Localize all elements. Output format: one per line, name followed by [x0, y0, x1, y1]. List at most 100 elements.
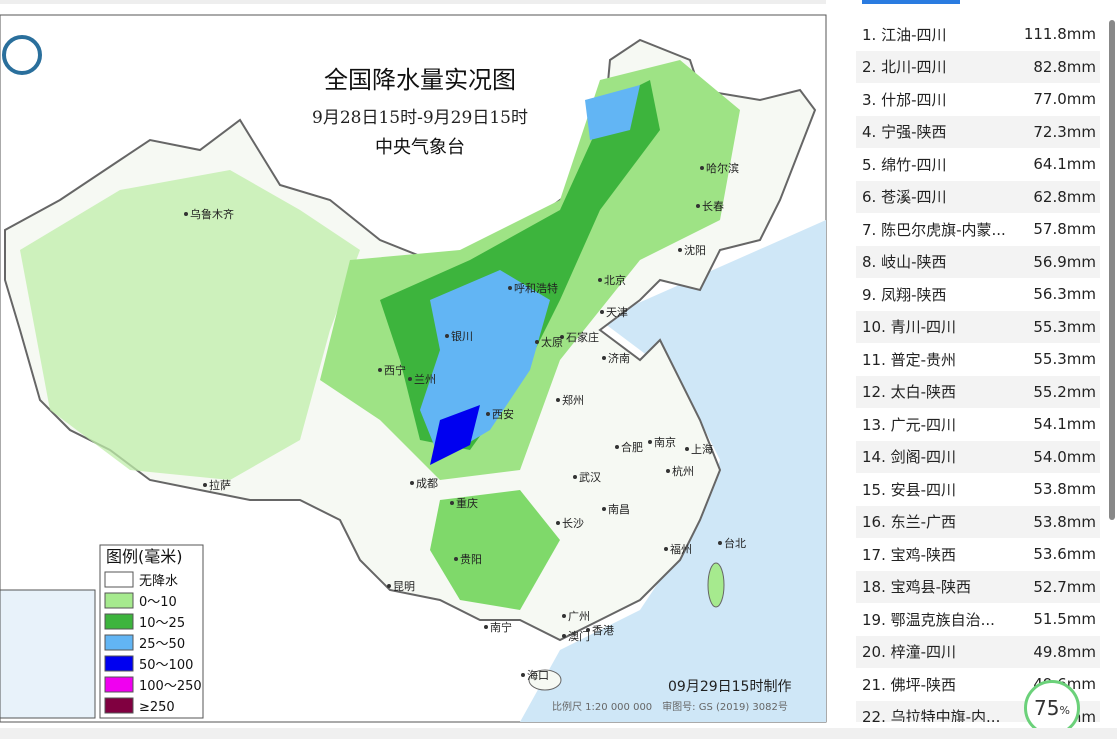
ranking-value: 54.1mm: [1033, 415, 1096, 433]
made-time: 09月29日15时制作: [668, 679, 791, 695]
zoom-unit: %: [1059, 704, 1070, 717]
ranking-name: 11. 普定-贵州: [862, 350, 957, 369]
ranking-row[interactable]: 9. 凤翔-陕西 56.3mm: [856, 278, 1100, 310]
legend-label: 10～25: [139, 616, 185, 631]
city-label: 南宁: [490, 620, 512, 634]
city-dot: [648, 440, 652, 444]
ranking-row[interactable]: 1. 江油-四川 111.8mm: [856, 18, 1100, 50]
legend-label: 100～250: [139, 679, 202, 694]
ranking-value: 57.8mm: [1033, 220, 1096, 238]
city-dot: [666, 469, 670, 473]
ranking-row[interactable]: 8. 岐山-陕西 56.9mm: [856, 245, 1100, 278]
city-label: 广州: [568, 610, 590, 623]
ranking-row[interactable]: 13. 广元-四川 54.1mm: [856, 408, 1100, 440]
ranking-row[interactable]: 6. 苍溪-四川 62.8mm: [856, 180, 1100, 213]
ranking-name: 6. 苍溪-四川: [862, 188, 947, 206]
city-label: 福州: [670, 542, 692, 556]
ranking-row[interactable]: 10. 青川-四川 55.3mm: [856, 310, 1100, 343]
map-agency: 中央气象台: [375, 137, 465, 158]
ranking-value: 82.8mm: [1033, 57, 1096, 76]
ranking-row[interactable]: 4. 宁强-陕西 72.3mm: [856, 115, 1100, 148]
ranking-value: 54.0mm: [1033, 447, 1096, 466]
city-label: 兰州: [414, 373, 436, 386]
ranking-row[interactable]: 14. 剑阁-四川 54.0mm: [856, 440, 1100, 473]
city-dot: [718, 541, 722, 545]
ranking-row[interactable]: 18. 宝鸡县-陕西 52.7mm: [856, 570, 1100, 603]
ranking-name: 8. 岐山-陕西: [862, 253, 947, 271]
city-dot: [387, 584, 391, 588]
ranking-value: 55.3mm: [1033, 350, 1096, 368]
legend-swatch: [104, 655, 134, 672]
ranking-value: 53.8mm: [1033, 512, 1096, 531]
ranking-name: 4. 宁强-陕西: [862, 123, 947, 141]
city-dot: [454, 557, 458, 561]
ranking-value: 62.8mm: [1033, 187, 1096, 206]
ranking-name: 22. 乌拉特中旗-内...: [862, 708, 1001, 722]
ranking-name: 1. 江油-四川: [862, 25, 947, 44]
city-label: 太原: [541, 336, 563, 349]
city-dot: [556, 521, 560, 525]
ranking-row[interactable]: 16. 东兰-广西 53.8mm: [856, 505, 1100, 538]
ranking-name: 15. 安县-四川: [862, 480, 957, 499]
ranking-row[interactable]: 2. 北川-四川 82.8mm: [856, 50, 1100, 83]
legend-label: 无降水: [139, 574, 178, 589]
city-label: 长春: [702, 200, 724, 213]
tab-indicator: [862, 0, 960, 4]
ranking-name: 7. 陈巴尔虎旗-内蒙...: [862, 220, 1006, 239]
city-label: 杭州: [672, 464, 694, 478]
ranking-row[interactable]: 17. 宝鸡-陕西 53.6mm: [856, 538, 1100, 570]
ranking-row[interactable]: 15. 安县-四川 53.8mm: [856, 473, 1100, 505]
ranking-row[interactable]: 11. 普定-贵州 55.3mm: [856, 343, 1100, 375]
city-label: 北京: [604, 273, 626, 287]
ranking-value: 77.0mm: [1033, 90, 1096, 108]
rain-storm: [430, 405, 480, 465]
ranking-name: 13. 广元-四川: [862, 415, 957, 434]
city-dot: [615, 445, 619, 449]
map-subtitle: 9月28日15时-9月29日15时: [312, 108, 528, 128]
city-dot: [664, 547, 668, 551]
ranking-row[interactable]: 20. 梓潼-四川 49.8mm: [856, 635, 1100, 668]
city-label: 西安: [492, 407, 514, 421]
legend-swatch: [104, 634, 134, 651]
city-dot: [586, 628, 590, 632]
ranking-name: 20. 梓潼-四川: [862, 643, 957, 661]
ranking-name: 12. 太白-陕西: [862, 383, 957, 401]
scrollbar: [1109, 20, 1115, 520]
ranking-row[interactable]: 7. 陈巴尔虎旗-内蒙... 57.8mm: [856, 213, 1100, 245]
city-dot: [562, 614, 566, 618]
city-dot: [700, 166, 704, 170]
ranking-row[interactable]: 12. 太白-陕西 55.2mm: [856, 375, 1100, 408]
zoom-badge[interactable]: 75%: [1024, 680, 1080, 736]
city-dot: [408, 377, 412, 381]
city-dot: [556, 398, 560, 402]
ranking-value: 52.7mm: [1033, 577, 1096, 596]
ranking-value: 111.8mm: [1023, 25, 1096, 43]
ranking-value: 56.9mm: [1033, 252, 1096, 271]
ranking-value: 72.3mm: [1033, 122, 1096, 141]
city-dot: [602, 356, 606, 360]
city-label: 济南: [608, 351, 630, 365]
ranking-value: 53.8mm: [1033, 480, 1096, 498]
city-label: 哈尔滨: [706, 161, 739, 175]
city-label: 南京: [654, 435, 676, 449]
ranking-row[interactable]: 19. 鄂温克族自治... 51.5mm: [856, 603, 1100, 635]
city-dot: [696, 204, 700, 208]
rain-light: [20, 170, 360, 480]
ranking-name: 10. 青川-四川: [862, 318, 957, 336]
legend-swatch: [104, 592, 134, 609]
ranking-name: 3. 什邡-四川: [862, 90, 947, 109]
ranking-name: 21. 佛坪-陕西: [862, 675, 957, 694]
rain-heavy: [585, 85, 640, 140]
legend-label: ≥250: [139, 700, 175, 715]
city-dot: [508, 286, 512, 290]
ranking-list: 1. 江油-四川 111.8mm 2. 北川-四川 82.8mm 3. 什邡-四川 77.…: [850, 0, 1110, 722]
ranking-value: 55.2mm: [1033, 382, 1096, 401]
city-dot: [573, 475, 577, 479]
city-label: 合肥: [621, 440, 643, 454]
ranking-row[interactable]: 3. 什邡-四川 77.0mm: [856, 83, 1100, 115]
ranking-row[interactable]: 5. 绵竹-四川 64.1mm: [856, 148, 1100, 180]
scale-note: 比例尺 1:20 000 000 审图号: GS (2019) 3082号: [552, 700, 788, 713]
city-label: 海口: [527, 668, 549, 682]
city-dot: [685, 447, 689, 451]
